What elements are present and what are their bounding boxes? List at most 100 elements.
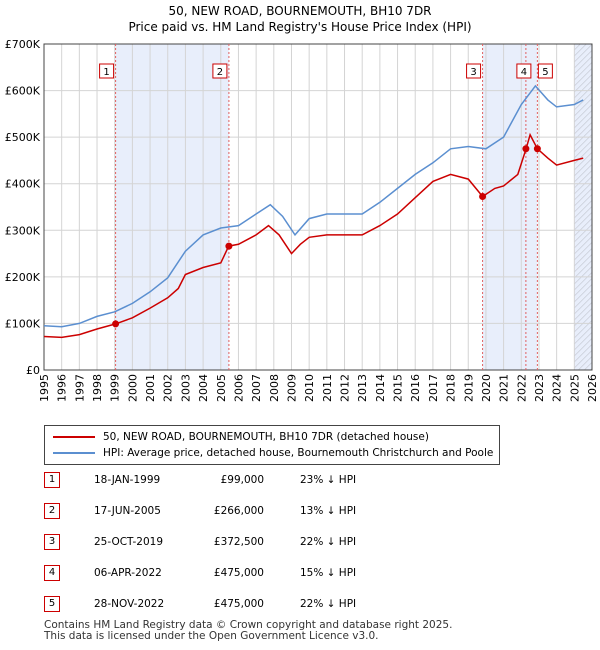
- hatch-line: [574, 212, 593, 231]
- legend-label-property: 50, NEW ROAD, BOURNEMOUTH, BH10 7DR (det…: [103, 431, 429, 443]
- transaction-date: 06-APR-2022: [94, 567, 162, 579]
- transaction-point: [522, 145, 530, 153]
- hatch-line: [574, 218, 593, 237]
- hatch-line: [574, 200, 593, 219]
- hatch-line: [574, 164, 593, 183]
- hatch-line: [574, 290, 593, 309]
- x-tick-label: 2019: [462, 374, 475, 402]
- x-tick-label: 2002: [162, 374, 175, 402]
- table-row: 2 17-JUN-2005 £266,000 13% ↓ HPI: [44, 503, 464, 519]
- x-tick-label: 2020: [480, 374, 493, 402]
- hatch-line: [578, 356, 593, 371]
- hatch-line: [574, 242, 593, 261]
- transaction-price: £372,500: [213, 536, 264, 548]
- chart-title: 50, NEW ROAD, BOURNEMOUTH, BH10 7DR: [168, 4, 431, 18]
- hatch-line: [574, 182, 593, 201]
- x-tick-label: 2003: [179, 374, 192, 402]
- x-tick-label: 2008: [268, 374, 281, 402]
- transaction-date: 17-JUN-2005: [94, 505, 161, 517]
- x-tick-label: 2015: [392, 374, 405, 402]
- hatch-line: [574, 44, 593, 63]
- hatch-line: [574, 43, 587, 57]
- legend-label-hpi: HPI: Average price, detached house, Bour…: [103, 447, 494, 459]
- transaction-label: 3: [470, 67, 476, 78]
- legend-item-hpi: HPI: Average price, detached house, Bour…: [53, 447, 493, 459]
- hatch-line: [574, 248, 593, 267]
- x-tick-label: 2007: [250, 374, 263, 402]
- chart-subtitle: Price paid vs. HM Land Registry's House …: [128, 20, 471, 34]
- transaction-point: [533, 145, 541, 153]
- hatch-line: [574, 158, 593, 177]
- x-tick-label: 2001: [144, 374, 157, 402]
- hatch-line: [584, 362, 593, 371]
- hatch-line: [574, 206, 593, 225]
- hatch-line: [574, 272, 593, 291]
- table-row: 1 18-JAN-1999 £99,000 23% ↓ HPI: [44, 472, 464, 488]
- table-row: 3 25-OCT-2019 £372,500 22% ↓ HPI: [44, 534, 464, 550]
- x-tick-label: 1995: [38, 374, 51, 402]
- hatch-line: [574, 188, 593, 207]
- hatch-line: [574, 302, 593, 321]
- hatch-line: [574, 338, 593, 357]
- hatch-line: [574, 56, 593, 75]
- transaction-marker: 1: [44, 472, 60, 488]
- x-tick-label: 2004: [197, 374, 210, 402]
- legend: 50, NEW ROAD, BOURNEMOUTH, BH10 7DR (det…: [44, 425, 500, 465]
- footer-line-2: This data is licensed under the Open Gov…: [44, 630, 379, 642]
- transaction-label: 5: [542, 67, 548, 78]
- y-tick-label: £600K: [5, 85, 41, 98]
- hatch-line: [574, 152, 593, 171]
- legend-item-property: 50, NEW ROAD, BOURNEMOUTH, BH10 7DR (det…: [53, 431, 429, 443]
- hatch-line: [574, 344, 593, 363]
- x-tick-label: 2026: [586, 374, 599, 402]
- footer-attribution: Contains HM Land Registry data © Crown c…: [44, 620, 452, 642]
- x-tick-label: 2021: [498, 374, 511, 402]
- x-tick-label: 2025: [568, 374, 581, 402]
- transaction-label: 4: [521, 67, 527, 78]
- hatch-line: [574, 254, 593, 273]
- hatch-line: [574, 110, 593, 129]
- x-tick-label: 2022: [515, 374, 528, 402]
- transaction-marker: 2: [44, 503, 60, 519]
- hatch-line: [574, 98, 593, 117]
- hatch-line: [574, 224, 593, 243]
- price-chart: 50, NEW ROAD, BOURNEMOUTH, BH10 7DR Pric…: [5, 4, 599, 402]
- hatch-line: [574, 350, 593, 369]
- transaction-hpi-diff: 15% ↓ HPI: [300, 567, 357, 579]
- y-tick-label: £0: [26, 364, 40, 377]
- x-tick-label: 2018: [445, 374, 458, 402]
- x-tick-label: 2016: [409, 374, 422, 402]
- y-tick-label: £100K: [5, 317, 41, 330]
- hatch-line: [574, 116, 593, 135]
- transaction-label-box: [466, 63, 482, 79]
- x-tick-label: 1997: [73, 374, 86, 402]
- x-tick-label: 2014: [374, 374, 387, 402]
- x-tick-label: 2013: [356, 374, 369, 402]
- hatch-line: [574, 266, 593, 285]
- footer-line-1: Contains HM Land Registry data © Crown c…: [44, 619, 453, 631]
- x-tick-label: 2006: [232, 374, 245, 402]
- transaction-label: 1: [103, 67, 109, 78]
- hatch-line: [574, 332, 593, 351]
- hatch-line: [574, 140, 593, 159]
- x-tick-label: 1998: [91, 374, 104, 402]
- legend-swatch-property: [53, 436, 95, 438]
- transaction-price: £475,000: [213, 567, 264, 579]
- table-row: 4 06-APR-2022 £475,000 15% ↓ HPI: [44, 565, 464, 581]
- hatch-line: [574, 296, 593, 315]
- hatch-line: [574, 62, 593, 81]
- transaction-hpi-diff: 22% ↓ HPI: [300, 598, 357, 610]
- x-tick-label: 2005: [215, 374, 228, 402]
- transaction-label: 2: [217, 67, 223, 78]
- hatch-line: [574, 104, 593, 123]
- x-tick-label: 1999: [109, 374, 122, 402]
- y-tick-label: £500K: [5, 131, 41, 144]
- transaction-point: [225, 242, 233, 250]
- shaded-period: [115, 44, 229, 370]
- x-tick-label: 2009: [285, 374, 298, 402]
- hatch-line: [574, 80, 593, 99]
- transaction-marker: 5: [44, 596, 60, 612]
- hatch-line: [574, 230, 593, 249]
- transaction-price: £99,000: [220, 474, 264, 486]
- hatch-line: [574, 43, 581, 51]
